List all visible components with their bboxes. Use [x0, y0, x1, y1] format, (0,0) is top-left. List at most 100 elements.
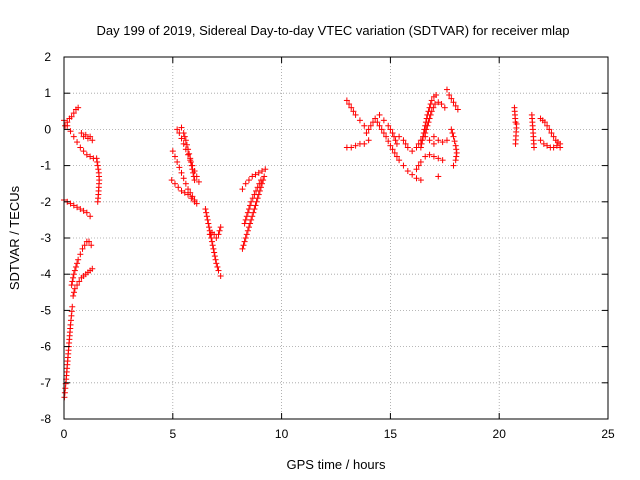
data-point	[413, 175, 420, 182]
x-tick-label: 0	[61, 427, 68, 441]
data-point	[203, 209, 210, 216]
y-tick-labels: -8 -7 -6 -5 -4 -3 -2 -1 0 1 2	[40, 50, 51, 426]
data-point	[80, 148, 87, 155]
data-point	[439, 139, 446, 146]
data-point	[439, 157, 446, 164]
data-point	[208, 238, 215, 245]
y-tick-label: -8	[40, 412, 51, 426]
data-point	[553, 142, 560, 149]
data-point	[78, 130, 85, 137]
data-point	[430, 104, 437, 111]
data-point	[171, 180, 178, 187]
data-point	[404, 168, 411, 175]
data-point	[435, 99, 442, 106]
data-point	[374, 119, 381, 126]
data-point	[430, 153, 437, 160]
data-point	[215, 267, 222, 274]
data-point	[93, 155, 100, 162]
data-point	[450, 133, 457, 140]
data-point	[182, 180, 189, 187]
data-points	[61, 86, 564, 401]
data-point	[402, 140, 409, 147]
data-point	[181, 189, 188, 196]
data-point	[178, 124, 185, 131]
data-point	[217, 224, 224, 231]
y-tick-label: 2	[44, 50, 51, 64]
data-point	[453, 153, 460, 160]
data-point	[244, 227, 251, 234]
y-tick-label: 0	[44, 122, 51, 136]
data-point	[385, 138, 392, 145]
data-point	[206, 224, 213, 231]
data-point	[550, 133, 557, 140]
grid-lines	[64, 57, 608, 419]
data-point	[180, 175, 187, 182]
data-point	[174, 158, 181, 165]
data-point	[396, 133, 403, 140]
data-point	[376, 122, 383, 129]
data-point	[210, 245, 217, 252]
data-point	[189, 166, 196, 173]
data-point	[86, 238, 93, 245]
y-axis-label: SDTVAR / TECUs	[7, 185, 22, 290]
data-point	[261, 173, 268, 180]
data-point	[537, 137, 544, 144]
data-point	[417, 158, 424, 165]
data-point	[428, 108, 435, 115]
data-point	[449, 130, 456, 137]
data-point	[427, 111, 434, 118]
data-point	[422, 153, 429, 160]
data-point	[365, 126, 372, 133]
data-point	[190, 169, 197, 176]
data-point	[361, 140, 368, 147]
data-point	[69, 303, 76, 310]
data-point	[68, 282, 75, 289]
data-point	[211, 253, 218, 260]
data-point	[392, 137, 399, 144]
data-point	[418, 140, 425, 147]
data-point	[454, 106, 461, 113]
data-point	[69, 278, 76, 285]
data-point	[89, 137, 96, 144]
data-point	[245, 177, 252, 184]
data-point	[531, 144, 538, 151]
data-point	[252, 171, 259, 178]
data-point	[191, 198, 198, 205]
data-point	[391, 133, 398, 140]
y-tick-label: -7	[40, 376, 51, 390]
data-point	[83, 209, 90, 216]
data-point	[356, 117, 363, 124]
data-point	[82, 131, 89, 138]
data-point	[188, 162, 195, 169]
data-point	[80, 207, 87, 214]
data-point	[81, 242, 88, 249]
data-point	[443, 137, 450, 144]
data-point	[71, 285, 78, 292]
data-point	[557, 144, 564, 151]
data-point	[70, 274, 77, 281]
data-point	[446, 92, 453, 99]
data-point	[77, 206, 84, 213]
data-point	[171, 153, 178, 160]
data-point	[413, 166, 420, 173]
data-point	[195, 178, 202, 185]
data-point	[432, 101, 439, 108]
data-point	[546, 126, 553, 133]
data-point	[435, 137, 442, 144]
data-point	[254, 184, 261, 191]
data-point	[380, 117, 387, 124]
data-point	[383, 133, 390, 140]
data-point	[94, 158, 101, 165]
data-point	[448, 126, 455, 133]
data-point	[88, 242, 95, 249]
data-point	[248, 198, 255, 205]
data-point	[450, 99, 457, 106]
data-point	[451, 138, 458, 145]
data-point	[249, 213, 256, 220]
data-point	[252, 202, 259, 209]
data-point	[367, 122, 374, 129]
data-point	[352, 111, 359, 118]
x-tick-label: 25	[601, 427, 615, 441]
data-point	[242, 216, 249, 223]
chart-title: Day 199 of 2019, Sidereal Day-to-day VTE…	[96, 23, 569, 38]
